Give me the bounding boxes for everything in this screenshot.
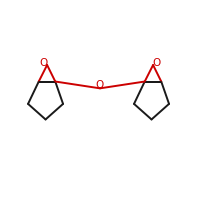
Text: O: O xyxy=(152,58,161,68)
Text: O: O xyxy=(39,58,48,68)
Text: O: O xyxy=(96,80,104,90)
